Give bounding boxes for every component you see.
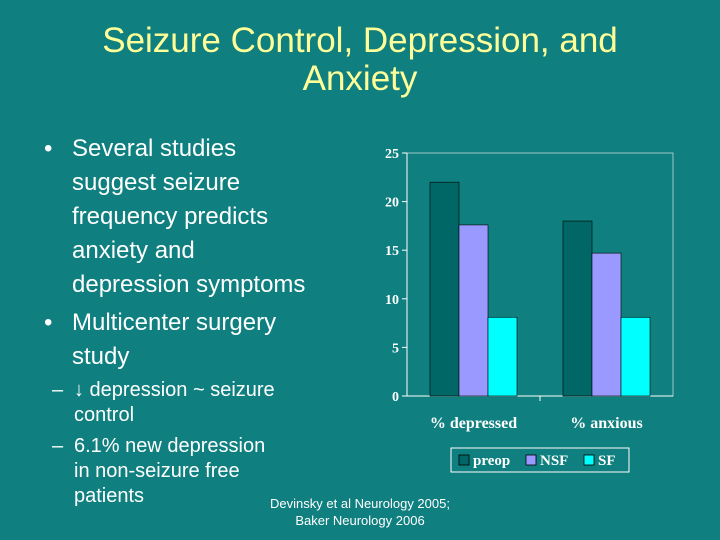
citation-line: Devinsky et al Neurology 2005; — [270, 496, 450, 511]
bar-sf — [620, 316, 651, 397]
bar-sf — [487, 316, 518, 397]
sub-bullet-line: 6.1% new depression — [74, 435, 266, 457]
bullet-line: Several studies — [72, 135, 237, 162]
y-tick-label: 20 — [385, 196, 399, 211]
bullet-line: anxiety and — [72, 237, 195, 264]
bullet-mark: • — [44, 309, 53, 336]
bullet-mark: • — [44, 135, 53, 162]
sub-bullet-line: ↓ depression ~ seizure — [74, 379, 275, 401]
x-category-label: % anxious — [570, 415, 642, 432]
y-tick-label: 15 — [385, 244, 399, 259]
sub-bullet-mark: – — [52, 379, 64, 401]
citation: Devinsky et al Neurology 2005; Baker Neu… — [250, 495, 470, 529]
legend-label-sf: SF — [598, 453, 616, 469]
legend-label-nsf: NSF — [540, 453, 568, 469]
bullet-line: frequency predicts — [72, 203, 269, 230]
sub-bullet-line: patients — [74, 485, 145, 507]
bullet-line: depression symptoms — [72, 271, 306, 298]
bullet-line: suggest seizure — [72, 169, 241, 196]
bar-nsf — [458, 224, 489, 397]
bar-nsf — [591, 252, 622, 397]
slide-title-line: Anxiety — [302, 59, 418, 98]
sub-bullet-mark: – — [52, 435, 64, 457]
sub-bullet-item: – 6.1% new depression in non-seizure fre… — [16, 434, 364, 509]
legend-label-preop: preop — [473, 453, 510, 469]
bullet-item: • Several studies suggest seizure freque… — [44, 132, 364, 302]
y-tick-label: 25 — [385, 147, 399, 162]
bullet-list: • Several studies suggest seizure freque… — [44, 132, 364, 509]
legend-box — [450, 447, 630, 473]
bullet-line: study — [72, 343, 130, 370]
sub-bullet-line: control — [74, 404, 135, 426]
x-category-label: % depressed — [430, 415, 517, 432]
bar-chart: 0 5 10 15 20 25 % depressed % anxious preop NSF SF — [385, 147, 674, 473]
bar-preop — [429, 181, 460, 397]
legend-swatch-preop — [458, 454, 470, 466]
legend-swatch-nsf — [525, 454, 537, 466]
legend-swatch-sf — [583, 454, 595, 466]
bar-preop — [562, 220, 593, 397]
bullet-line: Multicenter surgery — [72, 309, 277, 336]
y-tick-label: 5 — [392, 341, 399, 356]
sub-bullet-item: – ↓ depression ~ seizure control — [16, 378, 364, 428]
y-tick-label: 10 — [385, 293, 399, 308]
slide-title: Seizure Control, Depression, and Anxiety — [0, 22, 720, 98]
y-tick-label: 0 — [392, 390, 399, 405]
sub-bullet-line: in non-seizure free — [74, 460, 240, 482]
slide-title-line: Seizure Control, Depression, and — [102, 21, 618, 60]
citation-line: Baker Neurology 2006 — [295, 513, 425, 528]
bullet-item: • Multicenter surgery study — [44, 306, 364, 374]
